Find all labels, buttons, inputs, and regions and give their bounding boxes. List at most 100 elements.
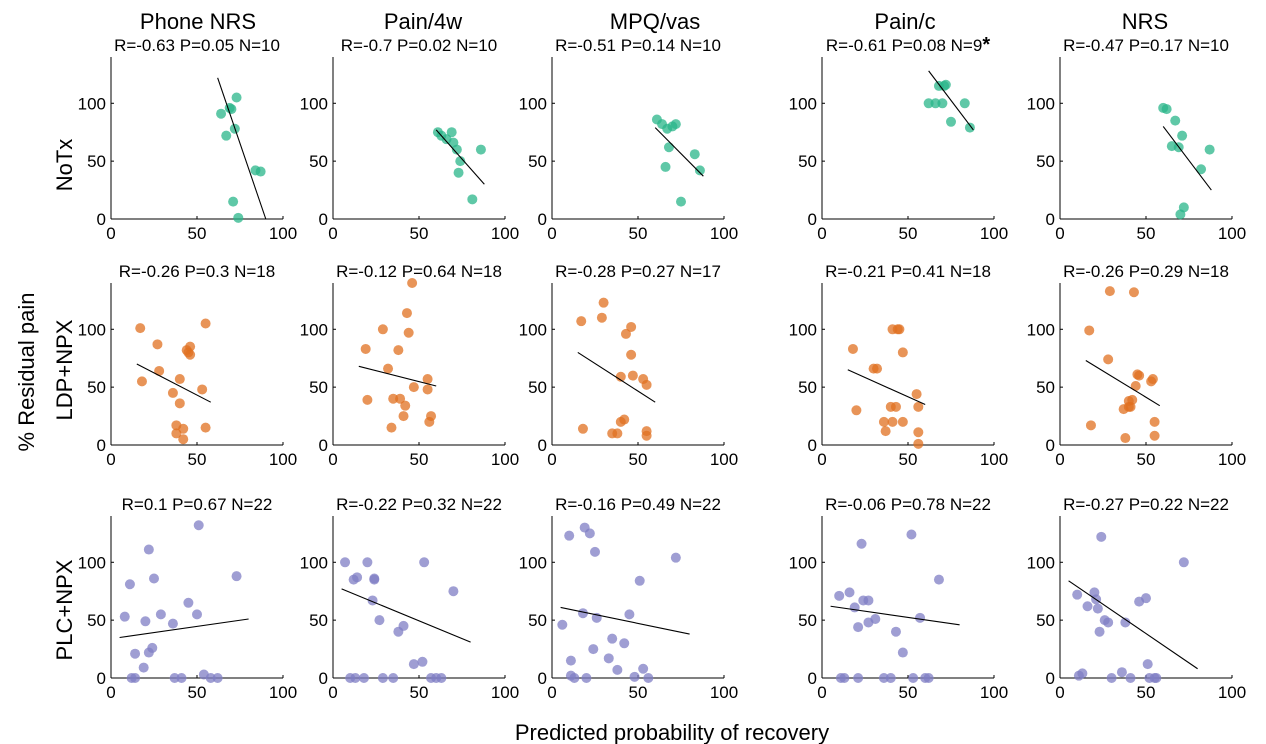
panel-r1c1-y-tick-label: 0 (319, 436, 328, 455)
panel-r1c3-point (897, 347, 908, 358)
panel-r1c2-x-tick-label: 0 (547, 450, 556, 469)
panel-r2c2-y-tick-label: 50 (528, 611, 547, 630)
panel-r1c2-x-tick-label: 50 (629, 450, 648, 469)
panel-r2c1-point (408, 659, 419, 670)
panel-r2c4-x-tick-label: 0 (1055, 683, 1064, 702)
panel-r2c0-point (183, 597, 194, 608)
panel-r0c1-stats-title: R=-0.7 P=0.02 N=10 (341, 36, 497, 55)
panel-r1c1: 0 50 100 0 50 100 R=-0.12 P=0.64 N=18 (300, 262, 520, 469)
panel-r0c2-y-tick-label: 100 (519, 94, 547, 113)
panel-r2c3-fit-line (830, 605, 960, 626)
panel-r2c4-x-tick-label: 50 (1137, 683, 1156, 702)
panel-r1c1-point (386, 422, 397, 433)
panel-r2c0-point (130, 673, 141, 683)
panel-r1c0-point (154, 365, 165, 376)
panel-r1c0-point (174, 398, 185, 409)
panel-r0c0-point (233, 212, 244, 223)
panel-r2c4-point (1125, 673, 1136, 683)
panel-r0c3-y-tick-label: 50 (798, 152, 817, 171)
panel-r1c0-y-tick-label: 100 (78, 320, 106, 339)
panel-r1c0-y-tick-label: 50 (87, 378, 106, 397)
panel-r2c3-point (834, 590, 845, 601)
panel-r2c4-point (1120, 617, 1131, 628)
panel-r2c1-point (352, 572, 363, 583)
panel-r2c1-point (358, 673, 369, 683)
panel-r2c3-point (890, 626, 901, 637)
panel-r1c1-point (403, 327, 414, 338)
panel-r0c2-x-tick-label: 100 (710, 224, 738, 243)
panel-r1c1-y-tick-label: 100 (300, 320, 328, 339)
panel-r1c2-y-tick-label: 50 (528, 378, 547, 397)
panel-r0c3-x-tick-label: 0 (817, 224, 826, 243)
panel-r0c4-x-tick-label: 0 (1055, 224, 1064, 243)
panel-r1c0-x-tick-label: 100 (269, 450, 297, 469)
panel-r1c1-y-tick-label: 50 (309, 378, 328, 397)
panel-r1c1-point (360, 343, 371, 354)
panel-r2c3-point (853, 622, 864, 633)
panel-r1c1-stats-text: R=-0.12 P=0.64 N=18 (336, 262, 502, 281)
panel-r1c0-x-tick-label: 0 (106, 450, 115, 469)
panel-r2c3-point (906, 529, 917, 540)
panel-r2c0: 0 50 100 0 50 100 R=0.1 P=0.67 N=22 (78, 495, 298, 702)
column-title-mpq-vas: MPQ/vas (610, 9, 700, 34)
panel-r0c2-y-tick-label: 50 (528, 152, 547, 171)
panel-r1c0-point (178, 423, 189, 434)
panel-r2c1-stats-title: R=-0.22 P=0.32 N=22 (336, 495, 502, 514)
panel-r2c0-point (169, 673, 180, 683)
panel-r1c3-x-tick-label: 0 (817, 450, 826, 469)
panel-r0c0-y-tick-label: 0 (97, 210, 106, 229)
panel-r1c0-point (174, 374, 185, 385)
panel-r0c4-stats-title: R=-0.47 P=0.17 N=10 (1063, 36, 1229, 55)
panel-r1c3-stats-text: R=-0.21 P=0.41 N=18 (825, 262, 991, 281)
panel-r2c1-point (448, 586, 459, 597)
panel-r2c0-point (176, 673, 187, 683)
panel-r1c3-point (880, 426, 891, 437)
panel-r1c3-point (894, 324, 905, 335)
panel-r2c3-point (863, 617, 874, 628)
panel-r2c2-point (607, 633, 618, 644)
panel-r1c1-point (377, 324, 388, 335)
panel-r1c4-y-tick-label: 50 (1036, 378, 1055, 397)
panel-r1c2-point (641, 379, 652, 390)
panel-r2c1: 0 50 100 0 50 100 R=-0.22 P=0.32 N=22 (300, 495, 520, 702)
panel-r1c4-x-tick-label: 0 (1055, 450, 1064, 469)
x-axis-label: Predicted probability of recovery (515, 720, 829, 744)
panel-r2c4: 0 50 100 0 50 100 R=-0.27 P=0.22 N=22 (1027, 495, 1247, 702)
panel-r0c4-fit-line (1162, 126, 1212, 191)
panel-r2c2-point (584, 528, 595, 539)
panel-r2c3-point (856, 538, 867, 549)
panel-r1c3-fit-line (847, 369, 926, 406)
panel-r2c4-point (1094, 626, 1105, 637)
panel-r2c2-point (588, 644, 599, 655)
panel-r1c3-point (913, 438, 924, 449)
panel-r0c3-y-tick-label: 100 (789, 94, 817, 113)
panel-r2c3-point (863, 595, 874, 606)
panel-r1c3-point (847, 343, 858, 354)
panel-r0c3-stats-title: R=-0.61 P=0.08 N=9* (826, 34, 990, 56)
panel-r0c2-point (694, 165, 705, 176)
panel-r2c1-point (419, 557, 430, 568)
panel-r2c2-y-tick-label: 100 (519, 553, 547, 572)
panel-r1c1-point (422, 384, 433, 395)
panel-r0c1-y-tick-label: 100 (300, 94, 328, 113)
panel-r0c0-x-tick-label: 0 (106, 224, 115, 243)
panel-r2c2-point (557, 619, 568, 630)
panel-r0c2: 0 50 100 0 50 100 R=-0.51 P=0.14 N=10 (519, 36, 739, 243)
panel-r2c1-point (340, 557, 351, 568)
panel-r2c3-point (897, 647, 908, 658)
panel-r1c3-point (911, 389, 922, 400)
panel-r2c0-point (231, 571, 242, 582)
panel-r1c1-x-tick-label: 50 (410, 450, 429, 469)
panel-r1c2-stats-title: R=-0.28 P=0.27 N=17 (555, 262, 721, 281)
panel-r0c1-x-tick-label: 100 (491, 224, 519, 243)
panel-r0c2-point (676, 196, 686, 207)
panel-r1c3-y-tick-label: 0 (808, 436, 817, 455)
panel-r1c3-x-tick-label: 100 (980, 450, 1008, 469)
panel-r2c2-point (638, 663, 649, 674)
panel-r0c2-point (670, 119, 681, 130)
row-label-ldp-npx: LDP+NPX (52, 319, 77, 420)
panel-r0c2-y-tick-label: 0 (538, 210, 547, 229)
panel-r2c0-y-tick-label: 50 (87, 611, 106, 630)
panel-r2c1-y-tick-label: 100 (300, 553, 328, 572)
panel-r2c3-y-tick-label: 50 (798, 611, 817, 630)
